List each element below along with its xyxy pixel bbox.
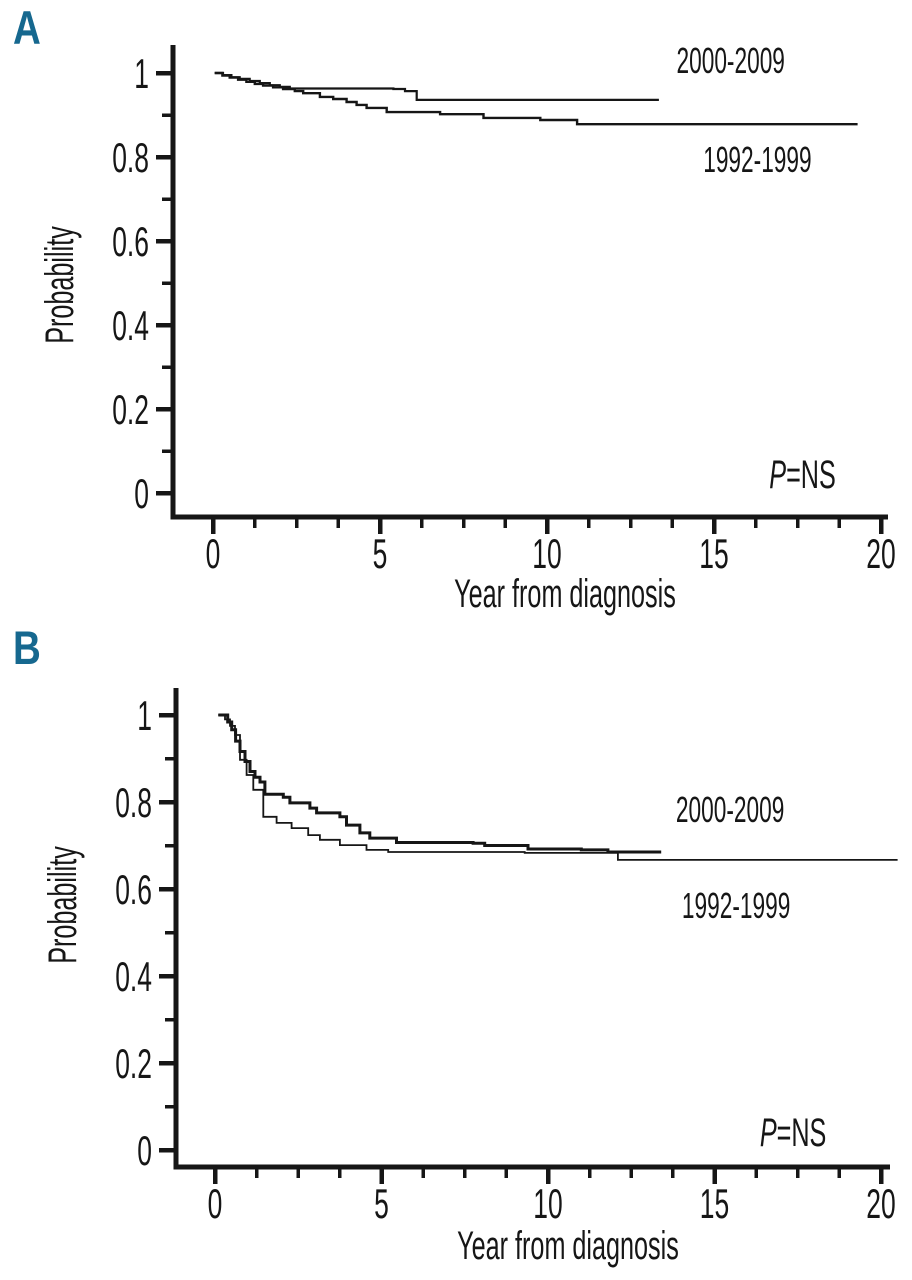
x-axis-title: Year from diagnosis bbox=[454, 572, 676, 616]
x-tick-label: 0 bbox=[206, 531, 221, 578]
x-tick-label: 20 bbox=[866, 531, 895, 578]
panel-b: 00.20.40.60.810 5 10 15 202000-20091992-1999… bbox=[41, 688, 898, 1269]
y-tick-label: 0 bbox=[137, 1128, 152, 1175]
axis-lines bbox=[170, 45, 888, 520]
y-axis-title: Probability bbox=[41, 846, 85, 964]
y-tick-label: 0.4 bbox=[112, 303, 149, 350]
x-axis-title: Year from diagnosis bbox=[457, 1224, 679, 1268]
p-value-annotation: P=NS bbox=[760, 1111, 827, 1155]
y-tick-label: 0.6 bbox=[112, 219, 149, 266]
panel-a: 00.20.40.60.810 5 10 15 202000-20091992-1999… bbox=[38, 42, 895, 616]
y-tick-label: 0.2 bbox=[112, 387, 149, 434]
survival-curve-1992-1999 bbox=[214, 71, 858, 126]
y-tick-label: 1 bbox=[134, 51, 149, 98]
series-label-2000-2009: 2000-2009 bbox=[676, 42, 784, 81]
y-tick-label: 0.8 bbox=[112, 135, 149, 182]
y-tick-label: 0.2 bbox=[115, 1041, 152, 1088]
x-tick-label: 5 bbox=[374, 1181, 389, 1228]
x-tick-label: 10 bbox=[533, 1181, 562, 1228]
x-tick-label: 15 bbox=[700, 1181, 729, 1228]
x-tick-label: 20 bbox=[866, 1181, 895, 1228]
axis-ticks bbox=[156, 70, 884, 534]
x-tick-label: 10 bbox=[532, 531, 561, 578]
panel-label-b: B bbox=[13, 621, 41, 674]
x-tick-label: 15 bbox=[699, 531, 728, 578]
y-tick-label: 0.6 bbox=[115, 867, 152, 914]
axis-tick-labels: 00.20.40.60.810 5 10 15 20 bbox=[112, 51, 896, 578]
y-axis-title: Probability bbox=[38, 226, 82, 344]
survival-curve-1992-1999 bbox=[218, 714, 898, 861]
panel-label-a: A bbox=[13, 1, 41, 54]
p-value-annotation: P=NS bbox=[769, 453, 836, 497]
axis-ticks bbox=[159, 712, 884, 1184]
series-label-2000-2009: 2000-2009 bbox=[676, 791, 784, 830]
axis-lines bbox=[173, 688, 890, 1170]
y-tick-label: 0 bbox=[134, 471, 149, 518]
survival-curve-2000-2009 bbox=[218, 713, 662, 854]
x-tick-label: 0 bbox=[208, 1181, 223, 1228]
y-tick-label: 0.4 bbox=[115, 954, 152, 1001]
y-tick-label: 1 bbox=[137, 693, 152, 740]
series-label-1992-1999: 1992-1999 bbox=[682, 887, 790, 926]
series-label-1992-1999: 1992-1999 bbox=[703, 141, 811, 180]
x-tick-label: 5 bbox=[373, 531, 388, 578]
y-tick-label: 0.8 bbox=[115, 780, 152, 827]
axis-tick-labels: 00.20.40.60.810 5 10 15 20 bbox=[115, 693, 896, 1228]
